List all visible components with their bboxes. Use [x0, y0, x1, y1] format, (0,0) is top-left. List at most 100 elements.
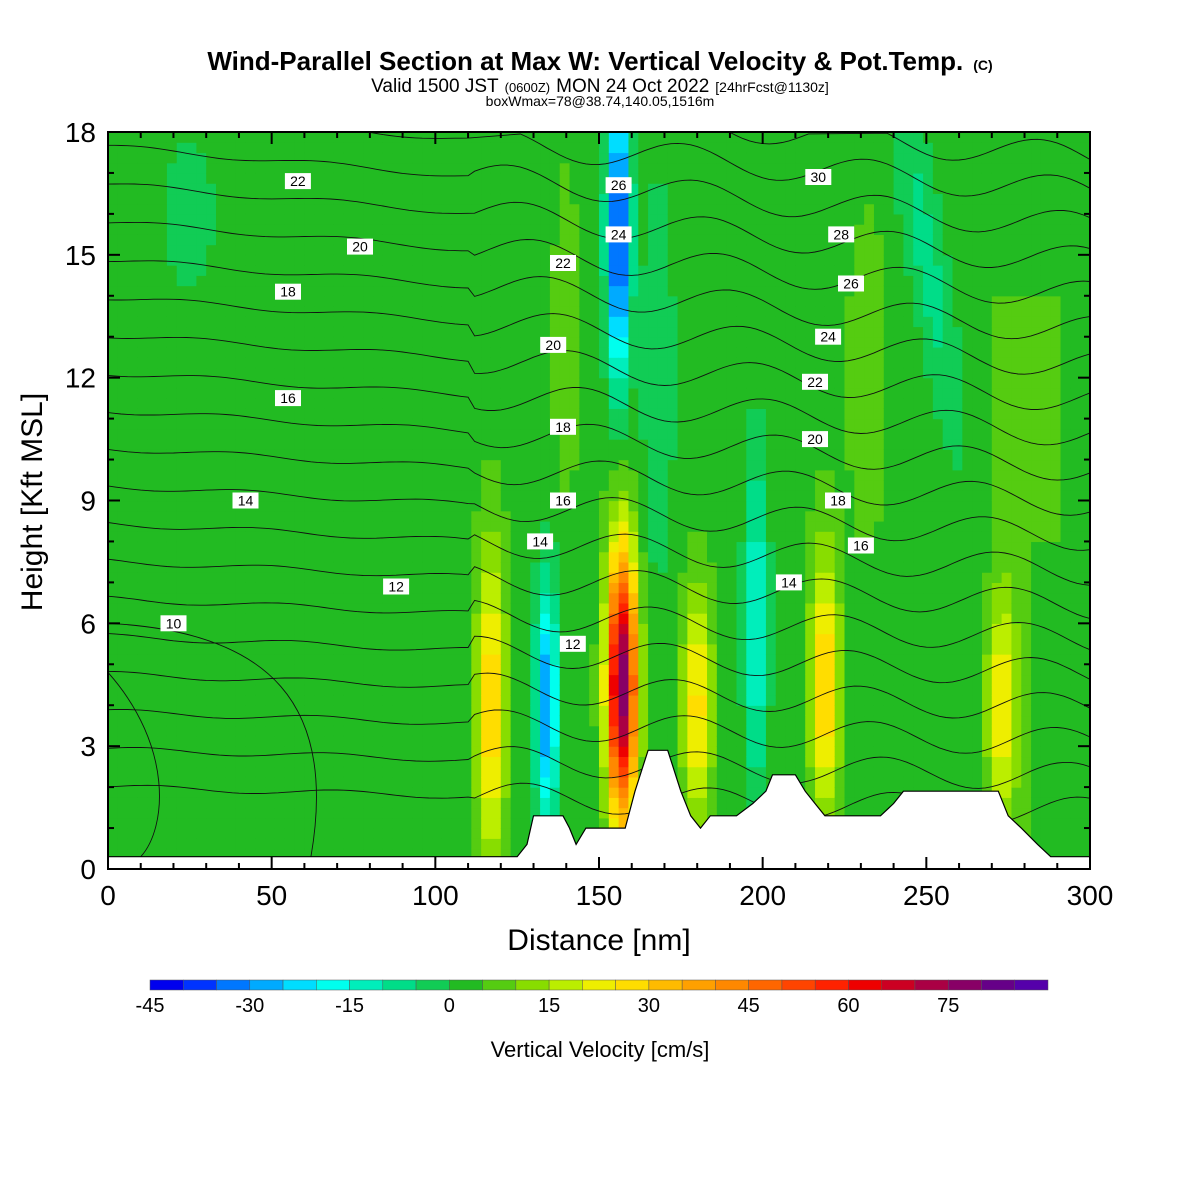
field-cell	[589, 572, 600, 583]
field-cell	[343, 265, 355, 276]
field-cell	[520, 715, 531, 727]
field-cell	[353, 705, 364, 717]
field-cell	[628, 664, 639, 676]
field-cell	[137, 766, 148, 778]
field-cell	[422, 152, 433, 164]
field-cell	[265, 838, 276, 850]
field-cell	[147, 244, 158, 256]
field-cell	[765, 418, 777, 430]
field-cell	[343, 132, 355, 143]
field-cell	[510, 469, 522, 481]
field-cell	[245, 275, 256, 287]
field-cell	[687, 459, 698, 471]
field-cell	[412, 265, 423, 276]
field-cell	[687, 224, 698, 235]
field-cell	[176, 234, 188, 246]
field-cell	[638, 735, 649, 747]
field-cell	[657, 654, 669, 665]
field-cell	[412, 377, 423, 389]
field-cell	[608, 418, 620, 430]
field-cell	[608, 336, 620, 348]
field-cell	[775, 561, 787, 573]
field-cell	[412, 807, 423, 819]
field-cell	[402, 357, 414, 369]
field-cell	[589, 346, 600, 358]
field-cell	[579, 756, 590, 768]
field-cell	[176, 674, 188, 686]
field-cell	[363, 613, 374, 624]
field-cell	[314, 633, 325, 645]
field-cell	[608, 592, 620, 604]
field-cell	[186, 162, 197, 174]
field-cell	[137, 541, 148, 553]
field-cell	[402, 654, 414, 665]
field-cell	[324, 694, 335, 706]
field-cell	[314, 797, 325, 809]
field-cell	[373, 664, 384, 676]
field-cell	[392, 684, 404, 696]
field-cell	[412, 193, 423, 205]
field-cell	[147, 428, 158, 440]
field-cell	[559, 132, 571, 143]
field-cell	[540, 377, 551, 389]
field-cell	[540, 746, 551, 758]
field-cell	[274, 838, 286, 850]
field-cell	[127, 797, 139, 809]
field-cell	[343, 787, 355, 798]
field-cell	[716, 746, 728, 758]
field-cell	[314, 142, 325, 154]
field-cell	[667, 469, 679, 481]
field-cell	[500, 602, 512, 614]
field-cell	[324, 162, 335, 174]
field-cell	[137, 776, 148, 788]
field-cell	[540, 602, 551, 614]
field-cell	[540, 408, 551, 420]
field-cell	[176, 224, 188, 235]
field-cell	[500, 234, 512, 246]
field-cell	[716, 572, 728, 583]
field-cell	[422, 705, 433, 717]
field-cell	[333, 838, 345, 850]
field-cell	[579, 265, 590, 276]
field-cell	[589, 776, 600, 788]
field-cell	[245, 725, 256, 737]
field-cell	[137, 756, 148, 768]
field-cell	[775, 265, 787, 276]
field-cell	[520, 285, 531, 297]
field-cell	[736, 449, 747, 461]
field-cell	[579, 776, 590, 788]
field-cell	[726, 326, 738, 338]
field-cell	[716, 674, 728, 686]
field-cell	[500, 336, 512, 348]
field-cell	[746, 275, 757, 287]
field-cell	[628, 633, 639, 645]
field-cell	[392, 520, 404, 532]
field-cell	[520, 756, 531, 768]
field-cell	[216, 756, 227, 768]
field-cell	[274, 234, 286, 246]
field-cell	[166, 500, 178, 512]
field-cell	[392, 132, 404, 143]
field-cell	[245, 510, 256, 522]
field-cell	[461, 776, 472, 788]
field-cell	[294, 838, 305, 850]
field-cell	[206, 152, 217, 164]
field-cell	[775, 520, 787, 532]
field-cell	[274, 336, 286, 348]
field-cell	[746, 183, 757, 195]
field-cell	[225, 459, 237, 471]
field-cell	[196, 715, 207, 727]
field-cell	[756, 490, 767, 502]
field-cell	[608, 531, 620, 543]
field-cell	[382, 449, 394, 461]
field-cell	[500, 357, 512, 369]
field-cell	[392, 664, 404, 676]
field-cell	[363, 592, 374, 604]
field-cell	[451, 602, 463, 614]
field-cell	[196, 387, 207, 399]
field-cell	[137, 306, 148, 317]
field-cell	[540, 449, 551, 461]
field-cell	[255, 715, 266, 727]
field-cell	[677, 531, 688, 543]
field-cell	[746, 654, 757, 665]
